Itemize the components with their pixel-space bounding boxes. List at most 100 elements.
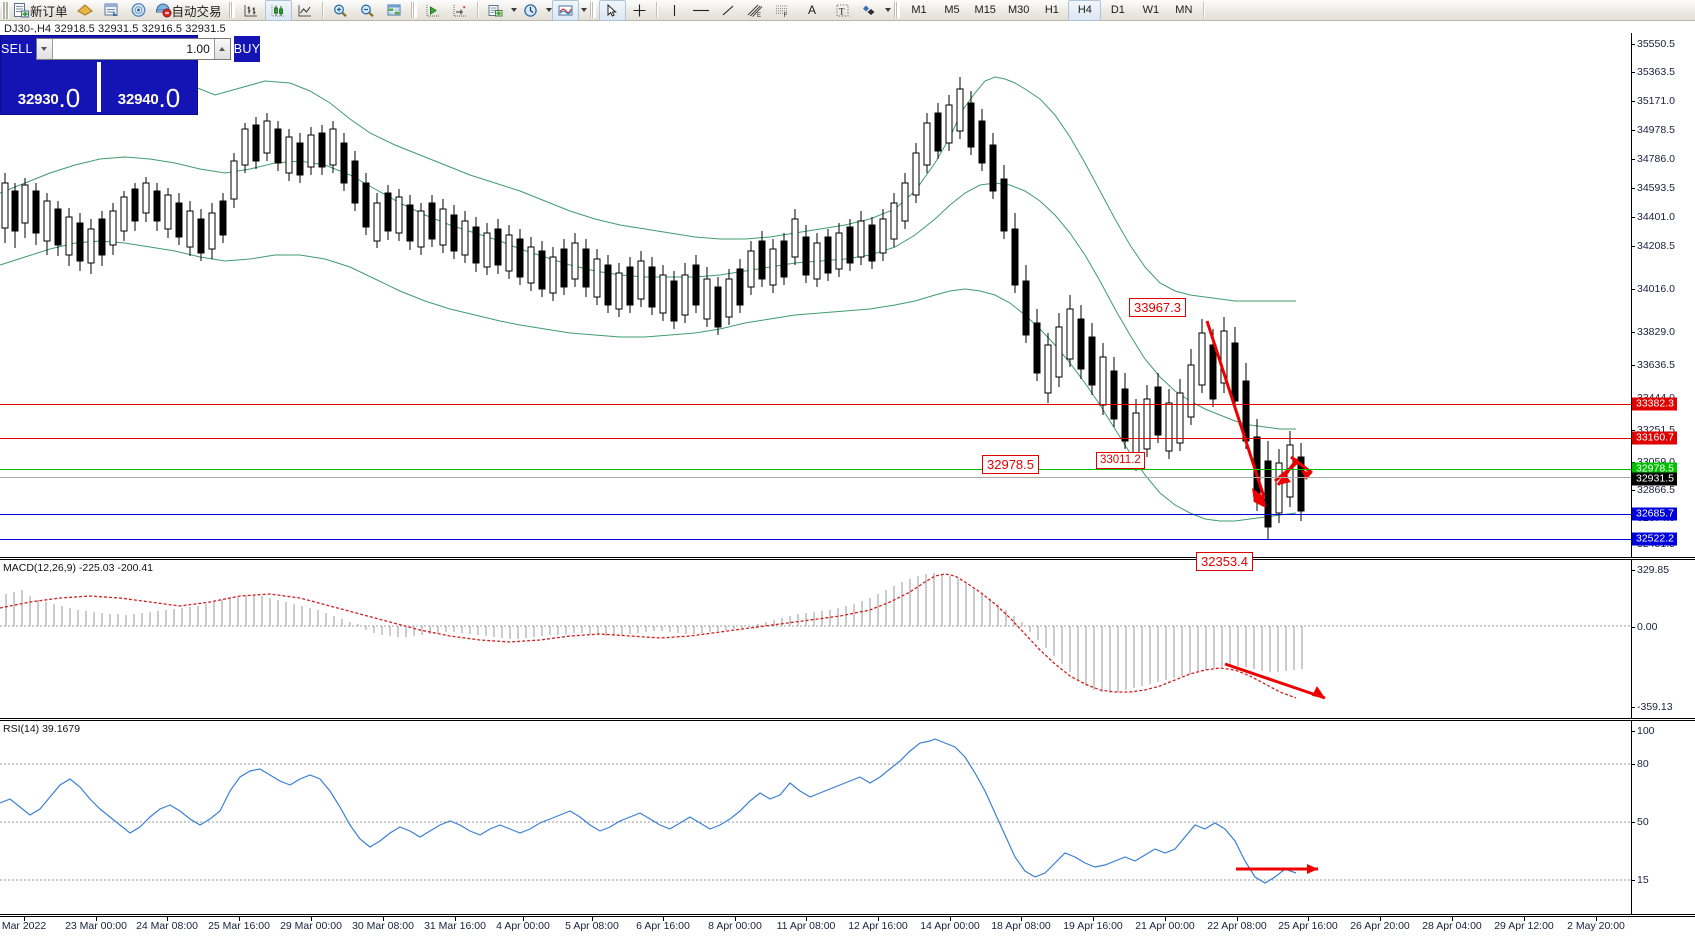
period-dropdown-caret[interactable] (545, 8, 552, 12)
period-button[interactable] (517, 0, 544, 21)
auto-scroll-button[interactable] (420, 0, 447, 21)
expert-advisor-icon (76, 2, 94, 18)
timeframe-h4[interactable]: H4 (1068, 0, 1102, 21)
time-label: 14 Apr 00:00 (920, 920, 980, 932)
price-badge-resistance-2[interactable]: 33160.7 (1632, 431, 1677, 445)
horizontal-line-button[interactable] (688, 0, 715, 21)
price-badge-support-2[interactable]: 32522.2 (1632, 532, 1677, 546)
toolbar-grip[interactable] (2, 1, 9, 19)
one-click-prices-row: 32930 .0 32940 .0 (1, 62, 197, 112)
auto-trading-button[interactable]: 自动交易 (153, 0, 226, 21)
buy-price-button[interactable]: 32940 .0 (101, 62, 197, 112)
rsi-pane[interactable]: RSI(14) 39.1679 100 80 50 15 (0, 720, 1695, 915)
trendline-button[interactable] (715, 0, 742, 21)
price-tick: 34786.0 (1631, 153, 1675, 165)
fibonacci-button[interactable]: F (769, 0, 796, 21)
volume-stepper[interactable] (35, 38, 231, 60)
time-label: 25 Mar 16:00 (208, 920, 270, 932)
annotation-box-33011[interactable]: 33011.2 (1096, 452, 1145, 469)
resistance-line-33160[interactable] (0, 438, 1631, 439)
time-axis[interactable]: Mar 2022 23 Mar 00:00 24 Mar 08:00 25 Ma… (0, 916, 1695, 936)
line-chart-icon (297, 3, 314, 18)
buy-label[interactable]: BUY (233, 36, 261, 62)
price-badge-bid[interactable]: 32978.5 (1632, 462, 1677, 476)
data-window-button[interactable] (99, 0, 126, 21)
templates-dropdown-caret[interactable] (580, 8, 587, 12)
rsi-drawn-arrow[interactable] (1236, 864, 1318, 874)
annotation-box-33967[interactable]: 33967.3 (1129, 298, 1186, 317)
expert-advisor-button[interactable] (72, 0, 99, 21)
rsi-axis[interactable]: 100 80 50 15 (1631, 721, 1695, 914)
zoom-out-button[interactable] (354, 0, 381, 21)
vertical-line-button[interactable] (661, 0, 688, 21)
text-tool-button[interactable]: A (796, 0, 829, 21)
grid-icon (386, 3, 402, 17)
zoom-in-button[interactable] (327, 0, 354, 21)
support-line-32685[interactable] (0, 514, 1631, 515)
new-order-button[interactable]: 新订单 (11, 0, 72, 21)
price-pane[interactable]: 33967.3 33011.2 32978.5 32353.4 35550.5 … (0, 33, 1695, 571)
timeframe-m1[interactable]: M1 (911, 4, 927, 16)
chart-shift-button[interactable] (447, 0, 474, 21)
text-box-tool-button[interactable]: T (829, 0, 856, 21)
shapes-dropdown-caret[interactable] (884, 8, 891, 12)
data-window-icon (103, 2, 121, 18)
one-click-trading-panel[interactable]: SELL BUY 32930 .0 32940 .0 (0, 35, 261, 115)
macd-drawn-arrow[interactable] (1224, 662, 1326, 700)
sell-label[interactable]: SELL (1, 36, 33, 62)
macd-axis[interactable]: 329.85 0.00 -359.13 (1630, 560, 1695, 718)
navigator-button[interactable] (126, 0, 153, 21)
crosshair-button[interactable] (626, 0, 653, 21)
clock-icon (522, 3, 539, 18)
timeframe-mn[interactable]: MN (1175, 4, 1193, 16)
timeframe-w1[interactable]: W1 (1142, 4, 1160, 16)
macd-pane[interactable]: MACD(12,26,9) -225.03 -200.41 329.85 0.0… (0, 559, 1695, 719)
new-order-label: 新订单 (30, 4, 68, 19)
resistance-line-33382[interactable] (0, 404, 1631, 405)
text-label-icon: A (808, 3, 817, 17)
bid-line-32978[interactable] (0, 469, 1631, 470)
svg-text:T: T (839, 6, 845, 16)
indicators-dropdown-caret[interactable] (510, 8, 517, 12)
rsi-tick: 80 (1631, 758, 1649, 770)
grid-button[interactable] (381, 0, 408, 21)
chart-container[interactable]: DJ30-,H4 32918.5 32931.5 32916.5 32931.5 (0, 21, 1695, 937)
bar-chart-button[interactable] (238, 0, 265, 21)
annotation-box-32353[interactable]: 32353.4 (1196, 552, 1253, 571)
zoom-in-icon (332, 3, 349, 18)
timeframe-m15[interactable]: M15 (974, 4, 996, 16)
timeframe-h1[interactable]: H1 (1044, 4, 1059, 16)
macd-tick: 0.00 (1630, 621, 1657, 633)
timeframe-d1[interactable]: D1 (1110, 4, 1125, 16)
ask-line-32931[interactable] (0, 477, 1631, 478)
volume-increment-button[interactable] (213, 39, 230, 59)
volume-decrement-button[interactable] (36, 39, 53, 59)
chart-shift-icon (452, 3, 469, 18)
templates-button[interactable] (551, 0, 579, 21)
candlestick-chart-button[interactable] (264, 0, 292, 21)
indicators-button[interactable] (482, 0, 509, 21)
cursor-button[interactable] (598, 0, 626, 21)
macd-tick: 329.85 (1630, 564, 1669, 576)
sell-price-button[interactable]: 32930 .0 (1, 62, 97, 112)
volume-input[interactable] (52, 39, 214, 59)
price-badge-support-1[interactable]: 32685.7 (1632, 507, 1677, 521)
price-tick: 35171.0 (1631, 95, 1675, 107)
bar-chart-icon (243, 3, 260, 18)
price-axis[interactable]: 35550.5 35363.5 35171.0 34978.5 34786.0 … (1631, 33, 1695, 557)
timeframe-m30[interactable]: M30 (1007, 4, 1030, 16)
auto-trading-label: 自动交易 (171, 4, 222, 19)
annotation-box-32978[interactable]: 32978.5 (982, 455, 1039, 474)
sell-price-integer: 32930 (17, 91, 59, 108)
timeframe-m5[interactable]: M5 (944, 4, 960, 16)
equidistant-channel-button[interactable]: E (742, 0, 769, 21)
price-tick: 33636.5 (1631, 359, 1675, 371)
main-toolbar: 新订单 (0, 0, 1695, 21)
shapes-button[interactable] (856, 0, 883, 21)
support-line-32522[interactable] (0, 539, 1631, 540)
price-badge-resistance-1[interactable]: 33382.3 (1632, 397, 1677, 411)
drawn-trend-arrow[interactable] (1205, 320, 1313, 508)
time-label: 28 Apr 04:00 (1422, 920, 1482, 932)
price-badge-last[interactable]: 32931.5 (1632, 472, 1677, 486)
line-chart-button[interactable] (292, 0, 319, 21)
